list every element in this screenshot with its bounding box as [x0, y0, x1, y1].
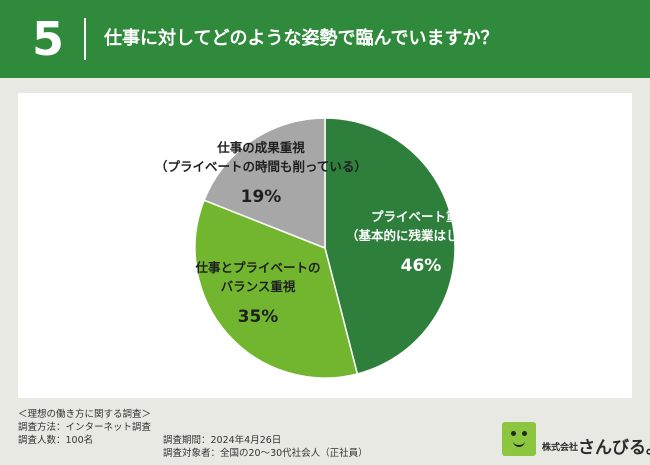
slice-label: （基本的に残業はしない） — [346, 228, 496, 243]
slice-label: 仕事とプライベートの — [194, 260, 320, 275]
slice-label: （プライベートの時間も削っている） — [155, 159, 367, 174]
company-brand: 株式会社 さんびる。 — [502, 420, 650, 460]
survey-info: ＜理想の働き方に関する調査＞ 調査方法：インターネット調査 調査人数：100名 — [18, 408, 151, 447]
company-sub: 株式会社 — [542, 443, 579, 453]
slice-label: 仕事の成果重視 — [216, 140, 305, 155]
pie-slice — [194, 199, 359, 379]
survey-period: 調査期間：2024年4月26日 — [163, 435, 282, 446]
pie-slice — [203, 117, 326, 250]
slice-value-label: 35% — [238, 307, 279, 327]
header-divider — [84, 18, 86, 60]
slice-value-label: 19% — [241, 187, 282, 207]
slice-label: バランス重視 — [221, 279, 296, 294]
slice-value-label: 46% — [401, 256, 442, 276]
survey-respondents: 調査人数：100名 — [18, 435, 94, 446]
survey-info-2: 調査期間：2024年4月26日 調査対象者：全国の20～30代社会人（正社員） — [163, 434, 368, 460]
company-name: さんびる。 — [578, 438, 650, 458]
pie-slice — [324, 117, 456, 375]
header-bar: 5 仕事に対してどのような姿勢で臨んでいますか？ — [0, 0, 650, 78]
survey-method: 調査方法：インターネット調査 — [18, 422, 152, 433]
slice-label: プライベート重視 — [371, 209, 472, 224]
question-number: 5 — [31, 12, 64, 66]
survey-target: 調査対象者：全国の20～30代社会人（正社員） — [163, 448, 368, 459]
question-title: 仕事に対してどのような姿勢で臨んでいますか？ — [104, 28, 499, 49]
company-logo-icon — [502, 422, 536, 456]
chart-panel: プライベート重視 （基本的に残業はしない） 46% 仕事とプライベートの バランス重視 3… — [18, 93, 632, 398]
survey-name: ＜理想の働き方に関する調査＞ — [18, 409, 152, 420]
